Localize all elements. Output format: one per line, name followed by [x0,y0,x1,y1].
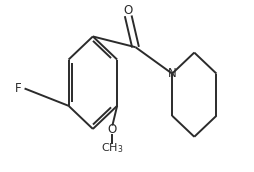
Text: F: F [15,82,22,95]
Text: CH$_3$: CH$_3$ [101,141,124,155]
Text: O: O [108,123,117,136]
Text: N: N [168,67,177,80]
Text: O: O [124,4,133,17]
